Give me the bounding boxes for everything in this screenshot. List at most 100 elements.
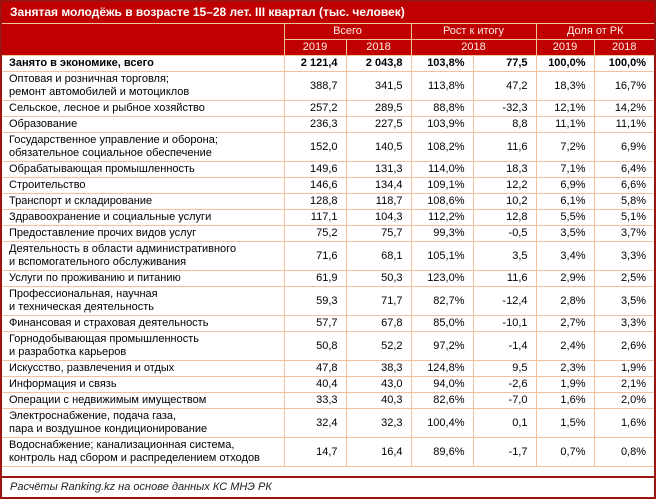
row-value: 109,1% — [410, 177, 474, 194]
row-label: Строительство — [2, 177, 285, 194]
row-label: Информация и связь — [2, 376, 285, 393]
row-value: -0,5 — [472, 225, 537, 242]
column-header-growth-2018: 2018 — [410, 39, 537, 56]
row-value: 7,1% — [535, 161, 595, 178]
row-value: 75,7 — [345, 225, 412, 242]
row-value: 16,7% — [593, 71, 655, 101]
row-value: 6,9% — [593, 132, 655, 162]
column-group-share: Доля от РК — [535, 24, 655, 40]
row-value: 108,6% — [410, 193, 474, 210]
row-value: 0,8% — [593, 437, 655, 467]
row-value: 71,7 — [345, 286, 412, 316]
row-value: 2,8% — [535, 286, 595, 316]
row-value: -32,3 — [472, 100, 537, 117]
row-value: 11,6 — [472, 132, 537, 162]
row-value: 103,8% — [410, 55, 474, 72]
row-value: 3,5 — [472, 241, 537, 271]
table-row: Операции с недвижимым имуществом 33,3 40,3… — [2, 392, 655, 409]
row-value: 85,0% — [410, 315, 474, 332]
row-label: Операции с недвижимым имуществом — [2, 392, 285, 409]
row-value: 59,3 — [283, 286, 347, 316]
row-value: -12,4 — [472, 286, 537, 316]
row-value: 0,1 — [472, 408, 537, 438]
row-value: 40,3 — [345, 392, 412, 409]
row-value: 131,3 — [345, 161, 412, 178]
table-row: Образование 236,3 227,5 103,9% 8,8 11,1% 11,1% — [2, 116, 655, 133]
row-value: 100,0% — [593, 55, 655, 72]
row-value: 227,5 — [345, 116, 412, 133]
row-value: 113,8% — [410, 71, 474, 101]
row-value: 12,8 — [472, 209, 537, 226]
row-value: 97,2% — [410, 331, 474, 361]
row-value: 52,2 — [345, 331, 412, 361]
row-value: 11,1% — [593, 116, 655, 133]
row-value: 152,0 — [283, 132, 347, 162]
table-row: Профессиональная, научная и техническая … — [2, 286, 655, 316]
table-row: Транспорт и складирование 128,8 118,7 108,6… — [2, 193, 655, 210]
row-value: 6,1% — [535, 193, 595, 210]
table-row: Занято в экономике, всего 2 121,4 2 043,8 1… — [2, 55, 655, 72]
row-value: 12,1% — [535, 100, 595, 117]
row-value: -7,0 — [472, 392, 537, 409]
row-value: 9,5 — [472, 360, 537, 377]
column-header-share-2019: 2019 — [535, 39, 595, 56]
row-label: Сельское, лесное и рыбное хозяйство — [2, 100, 285, 117]
row-value: 2,6% — [593, 331, 655, 361]
row-value: 6,4% — [593, 161, 655, 178]
table-body: Занято в экономике, всего 2 121,4 2 043,8 1… — [2, 55, 655, 467]
row-value: 105,1% — [410, 241, 474, 271]
row-label: Образование — [2, 116, 285, 133]
row-value: 47,2 — [472, 71, 537, 101]
row-value: 18,3% — [535, 71, 595, 101]
row-value: 2,0% — [593, 392, 655, 409]
row-value: 100,0% — [535, 55, 595, 72]
row-value: 134,4 — [345, 177, 412, 194]
row-value: 50,8 — [283, 331, 347, 361]
table-row: Водоснабжение; канализационная система, … — [2, 437, 655, 467]
row-value: -10,1 — [472, 315, 537, 332]
column-group-growth: Рост к итогу — [410, 24, 537, 40]
table-row: Искусство, развлечения и отдых 47,8 38,3 12… — [2, 360, 655, 377]
row-value: 114,0% — [410, 161, 474, 178]
row-value: 14,7 — [283, 437, 347, 467]
row-label: Транспорт и складирование — [2, 193, 285, 210]
row-value: 75,2 — [283, 225, 347, 242]
row-label: Искусство, развлечения и отдых — [2, 360, 285, 377]
row-value: 16,4 — [345, 437, 412, 467]
row-value: 12,2 — [472, 177, 537, 194]
row-value: 47,8 — [283, 360, 347, 377]
row-value: 11,1% — [535, 116, 595, 133]
row-value: 118,7 — [345, 193, 412, 210]
row-value: 67,8 — [345, 315, 412, 332]
row-value: 0,7% — [535, 437, 595, 467]
row-value: 99,3% — [410, 225, 474, 242]
row-value: 5,8% — [593, 193, 655, 210]
row-value: 71,6 — [283, 241, 347, 271]
column-header-total-2019: 2019 — [284, 39, 347, 56]
row-value: 1,9% — [535, 376, 595, 393]
row-value: 124,8% — [410, 360, 474, 377]
row-value: 68,1 — [345, 241, 412, 271]
row-value: 146,6 — [283, 177, 347, 194]
row-value: 2 043,8 — [345, 55, 412, 72]
table-row: Строительство 146,6 134,4 109,1% 12,2 6,9% 6,6… — [2, 177, 655, 194]
row-value: -2,6 — [472, 376, 537, 393]
row-value: 88,8% — [410, 100, 474, 117]
row-value: 117,1 — [283, 209, 347, 226]
row-value: 8,8 — [472, 116, 537, 133]
row-value: 11,6 — [472, 270, 537, 287]
row-value: 388,7 — [283, 71, 347, 101]
row-value: 77,5 — [472, 55, 537, 72]
row-value: 43,0 — [345, 376, 412, 393]
row-value: 82,7% — [410, 286, 474, 316]
table-row: Предоставление прочих видов услуг 75,2 75,… — [2, 225, 655, 242]
table-row: Информация и связь 40,4 43,0 94,0% -2,6 1,9% 2… — [2, 376, 655, 393]
row-value: 32,3 — [345, 408, 412, 438]
table-row: Деятельность в области административного… — [2, 241, 655, 271]
table-row: Финансовая и страховая деятельность 57,7 6… — [2, 315, 655, 332]
row-value: -1,7 — [472, 437, 537, 467]
row-value: 10,2 — [472, 193, 537, 210]
row-value: 3,5% — [535, 225, 595, 242]
column-header-share-2018: 2018 — [593, 39, 655, 56]
